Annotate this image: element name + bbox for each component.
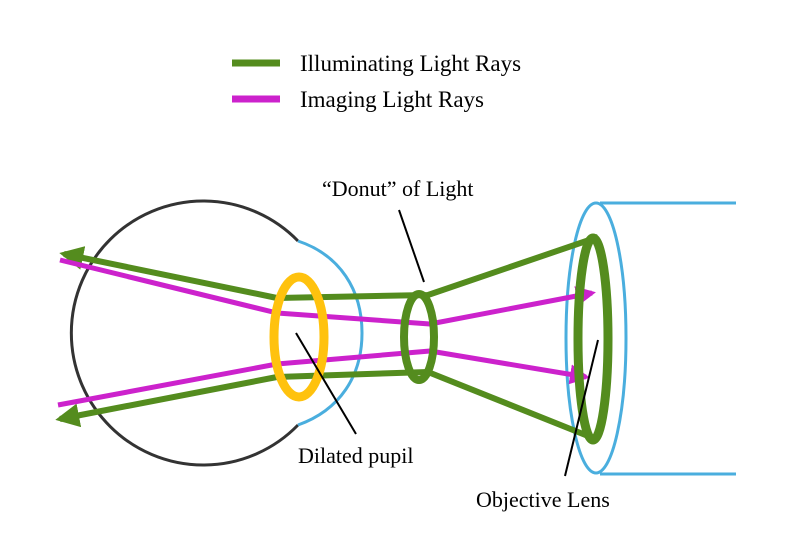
objective-label: Objective Lens: [476, 487, 610, 512]
illuminating-rays: [55, 234, 600, 443]
objective-housing: [564, 201, 736, 476]
donut-pointer: [398, 209, 425, 283]
pupil-pointer: [295, 332, 357, 435]
legend-label-imaging: Imaging Light Rays: [300, 87, 484, 112]
illuminating-ray-top: [59, 234, 599, 301]
objective-pointer: [564, 339, 599, 477]
legend: Illuminating Light Rays Imaging Light Ra…: [232, 51, 521, 112]
legend-label-illuminating: Illuminating Light Rays: [300, 51, 521, 76]
objective-lens: [573, 233, 613, 445]
cornea-outline: [297, 239, 364, 427]
donut-of-light: [400, 290, 438, 384]
imaging-ray-bottom: [57, 348, 590, 408]
objective-housing-rim: [564, 201, 628, 475]
imaging-rays: [57, 257, 596, 408]
eyeball-outline: [69, 199, 300, 467]
donut-label: “Donut” of Light: [322, 176, 474, 201]
pupil-ring: [269, 272, 329, 402]
pupil-label: Dilated pupil: [298, 443, 413, 468]
imaging-ray-top: [59, 257, 596, 327]
illuminating-ray-bottom: [55, 369, 600, 443]
